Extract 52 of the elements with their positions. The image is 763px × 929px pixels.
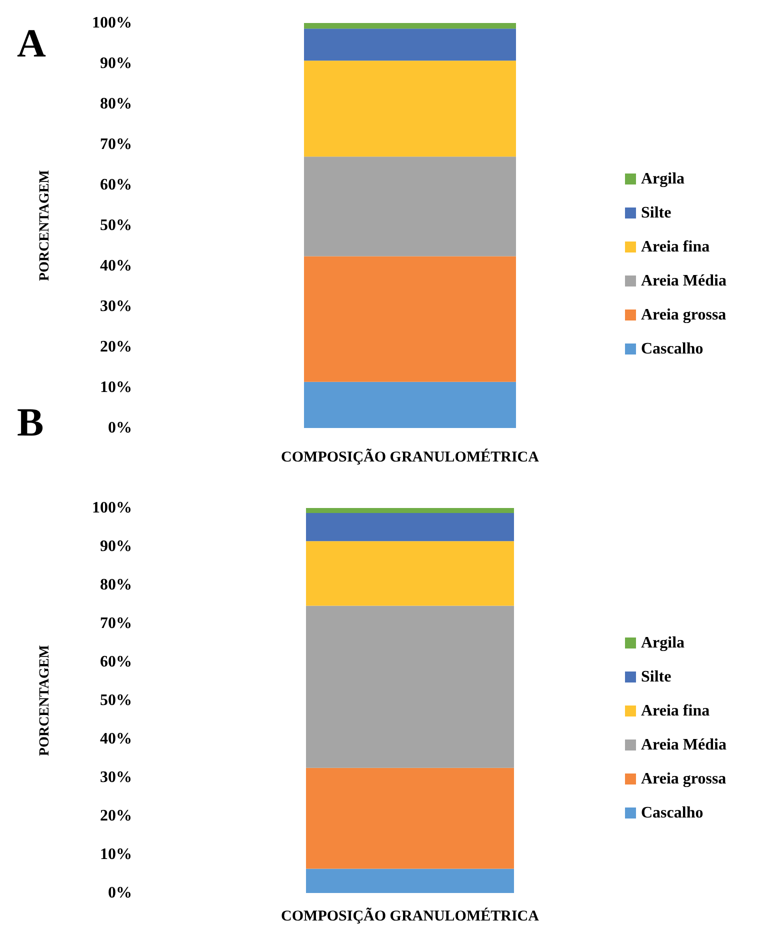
y-axis-title: PORCENTAGEM (38, 170, 52, 281)
y-tick-label: 60% (100, 176, 132, 194)
legend-label: Areia fina (641, 702, 710, 720)
y-tick-label: 0% (108, 884, 132, 902)
bar (304, 382, 516, 428)
x-axis-title: COMPOSIÇÃO GRANULOMÉTRICA (281, 448, 540, 466)
y-axis-title: PORCENTAGEM (38, 645, 52, 756)
y-tick-label: 30% (100, 298, 132, 315)
bar (306, 508, 514, 514)
y-tick-label: 70% (100, 136, 132, 153)
legend-label: Cascalho (641, 340, 704, 358)
y-tick-label: 0% (108, 420, 132, 436)
y-tick-label: 10% (100, 379, 132, 396)
bar (304, 28, 516, 61)
y-tick-label: 80% (100, 576, 132, 594)
y-tick-label: 40% (100, 258, 132, 274)
y-tick-label: 100% (92, 14, 132, 32)
legend-label: Cascalho (641, 804, 704, 822)
bar (306, 768, 514, 869)
y-tick-label: 70% (100, 615, 132, 632)
legend-label: Areia fina (641, 238, 710, 256)
legend-label: Areia grossa (641, 306, 726, 324)
y-tick-label: 90% (100, 538, 132, 555)
bar (306, 541, 514, 606)
y-tick-label: 50% (100, 692, 132, 709)
x-axis-title: COMPOSIÇÃO GRANULOMÉTRICA (281, 908, 540, 924)
y-tick-label: 50% (100, 217, 132, 234)
bar (304, 23, 516, 29)
legend-label: Areia grossa (641, 770, 726, 788)
bar (304, 256, 516, 382)
y-tick-label: 20% (100, 808, 132, 824)
bar (304, 156, 516, 256)
y-tick-label: 80% (100, 96, 132, 112)
y-tick-label: 40% (100, 730, 132, 748)
y-tick-label: 30% (100, 769, 132, 786)
bar (306, 868, 514, 893)
bar (304, 60, 516, 157)
y-tick-label: 60% (100, 654, 132, 670)
legend-label: Areia Média (641, 272, 726, 290)
chart-title: A (17, 20, 46, 66)
legend-label: Areia Média (641, 736, 726, 754)
chart-title: B (17, 400, 44, 444)
bar (306, 606, 514, 768)
legend-label: Argila (641, 170, 685, 188)
y-tick-label: 90% (100, 55, 132, 72)
y-tick-label: 20% (100, 338, 132, 356)
y-tick-label: 10% (100, 846, 132, 863)
y-tick-label: 100% (92, 500, 132, 516)
legend-label: Argila (641, 634, 685, 652)
legend-label: Silte (641, 204, 672, 222)
bar (306, 513, 514, 542)
legend-label: Silte (641, 668, 672, 686)
